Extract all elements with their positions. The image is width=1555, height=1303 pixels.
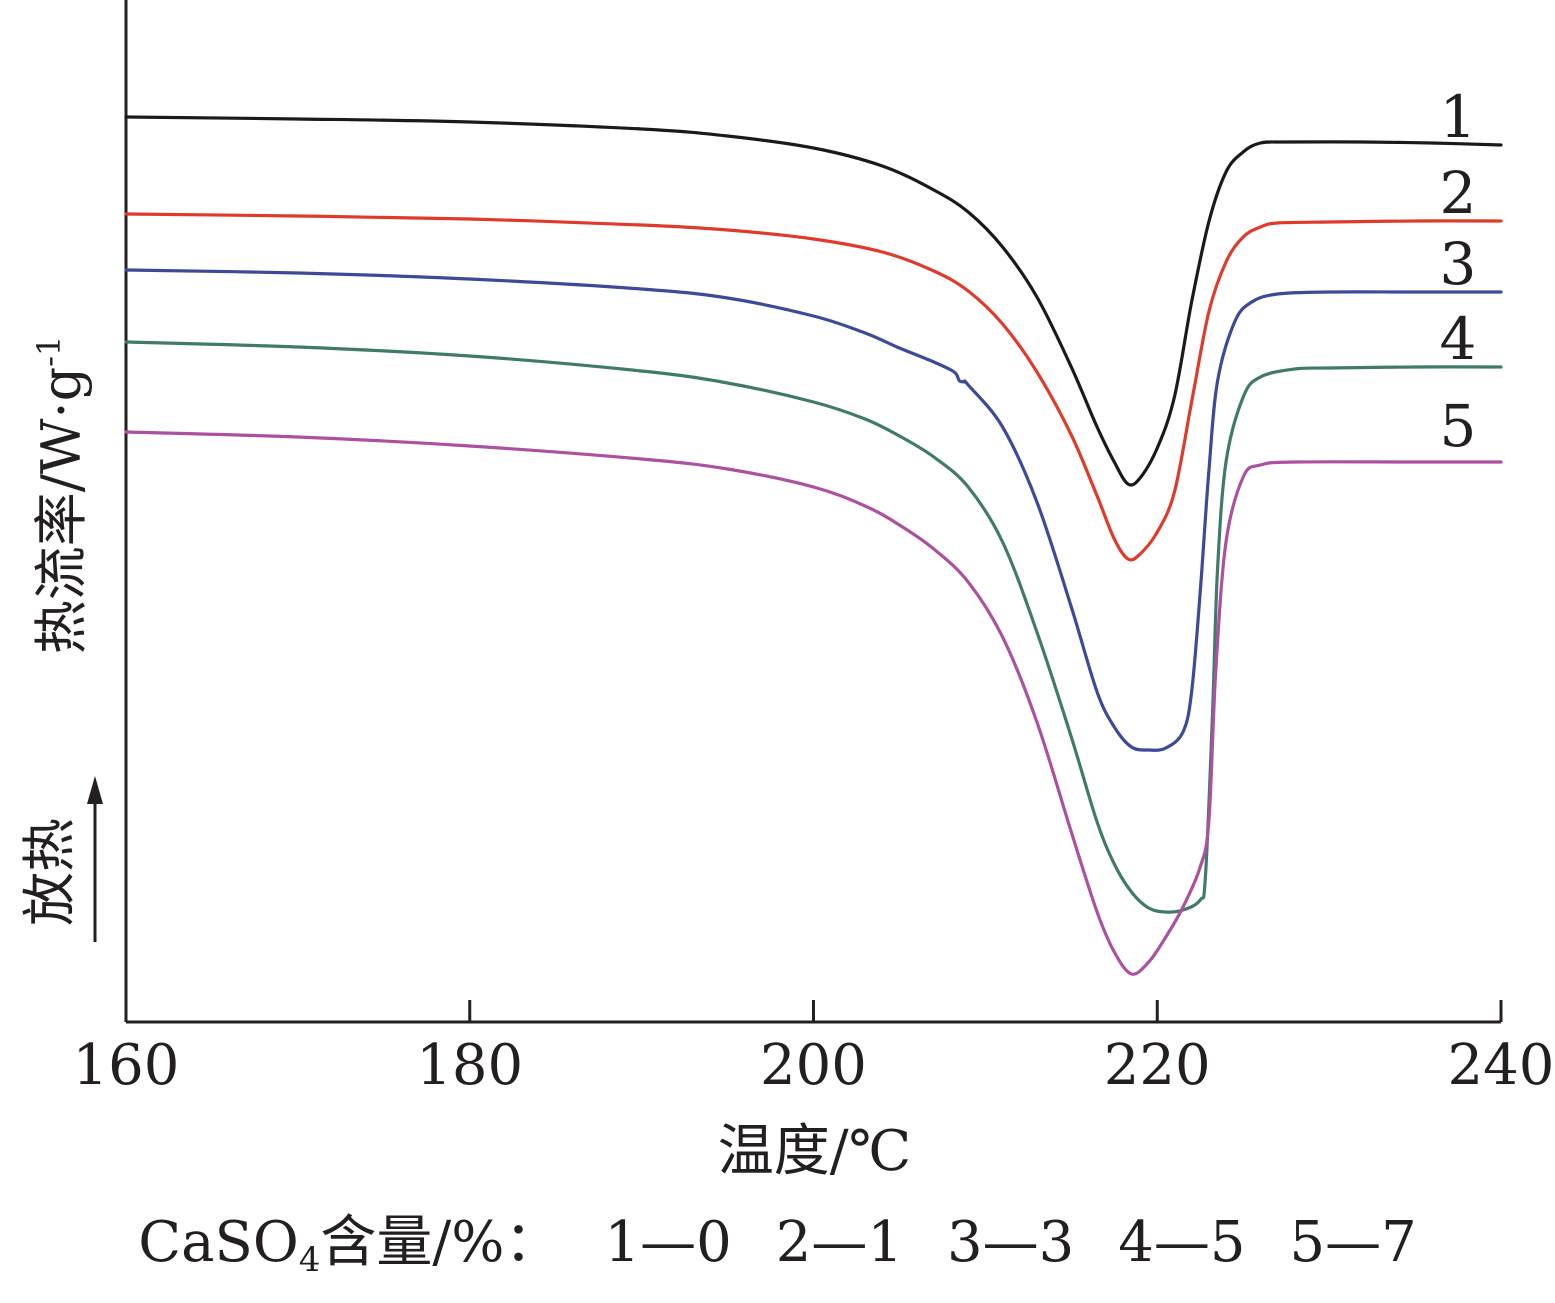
series-line-2: [124, 212, 1503, 562]
caption-entry-1: 1—0: [604, 1210, 732, 1275]
series-label-1: 1: [1440, 83, 1477, 151]
caption-text: 含量/%：: [320, 1210, 561, 1275]
series-line-5: [124, 430, 1503, 976]
x-tick-label-160: 160: [73, 1033, 180, 1098]
series-label-5: 5: [1440, 392, 1477, 460]
caption-entry-2: 2—1: [775, 1210, 903, 1275]
series-line-3: [124, 268, 1503, 752]
exotherm-label: 放热: [18, 818, 81, 926]
caption-formula: CaSO: [138, 1210, 299, 1275]
x-tick-label-200: 200: [760, 1033, 867, 1098]
chart-caption: CaSO4含量/%： 1—0 2—1 3—3 4—5 5—7: [0, 1208, 1555, 1280]
exotherm-arrow-head: [87, 776, 103, 804]
caption-formula-subscript: 4: [298, 1240, 321, 1280]
y-axis-label-superscript: -1: [30, 336, 68, 367]
series-label-3: 3: [1440, 230, 1477, 298]
x-axis-label: 温度/℃: [718, 1119, 912, 1184]
series-label-4: 4: [1440, 305, 1477, 373]
caption-entry-5: 5—7: [1289, 1210, 1417, 1275]
x-tick-label-180: 180: [416, 1033, 523, 1098]
series-line-4: [124, 340, 1503, 914]
caption-entry-4: 4—5: [1118, 1210, 1246, 1275]
caption-entry-3: 3—3: [946, 1210, 1075, 1275]
series-line-1: [124, 115, 1503, 487]
y-axis-label: 热流率/W·g-1: [30, 336, 93, 655]
x-tick-label-220: 220: [1104, 1033, 1211, 1098]
series-label-2: 2: [1440, 159, 1477, 227]
series-layer: [124, 115, 1503, 976]
axes: 160 180 200 220 240: [73, 0, 1555, 1098]
x-tick-label-240: 240: [1448, 1033, 1555, 1098]
